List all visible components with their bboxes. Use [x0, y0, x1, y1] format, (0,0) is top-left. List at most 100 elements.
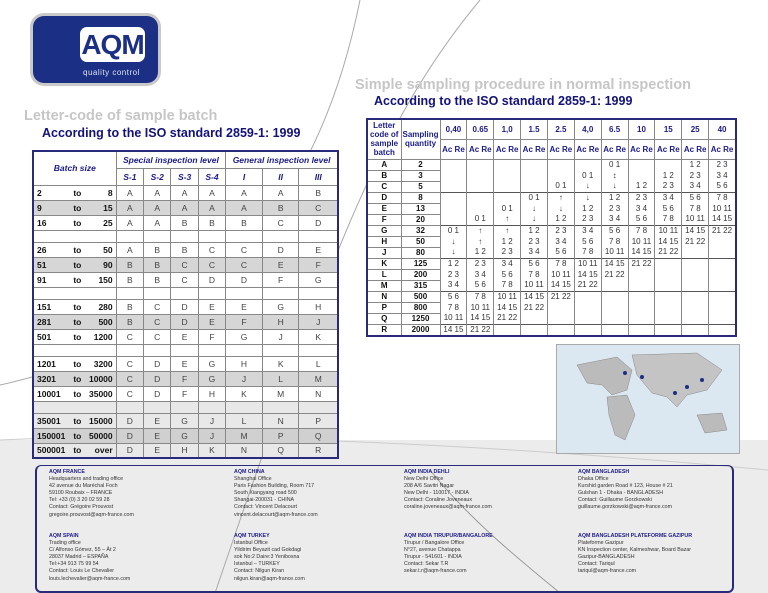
office-line: Paris Fashion Building, Room 717: [234, 483, 315, 490]
right-heading-gray: Simple sampling procedure in normal insp…: [355, 77, 691, 93]
ac-re-cell: 21 22: [520, 302, 548, 313]
office-line: 28037 Madrid – ESPAÑA: [49, 554, 109, 561]
letter-code-cell: M: [225, 427, 263, 444]
aql-header: 15: [654, 118, 683, 140]
office-line: Contact: Sekar T.R: [404, 561, 449, 568]
letter-code-cell: B: [143, 271, 172, 288]
ac-re-cell: [439, 191, 468, 203]
office-line: Tel: +33 (0) 3 20 02 59 28: [49, 497, 110, 504]
batch-size-cell: 280: [82, 298, 117, 315]
sampling-quantity-cell: 13: [400, 203, 441, 215]
ac-re-cell: 3 4: [708, 170, 737, 181]
ac-re-cell: 0 1: [493, 203, 522, 214]
batch-size-cell: 3201: [32, 370, 70, 387]
office-line: Kurshid garden Road # 123, House # 21: [578, 483, 673, 490]
level-header: S-4: [197, 167, 227, 186]
batch-size-cell: to: [69, 199, 83, 216]
batch-size-cell: to: [69, 427, 83, 444]
ac-re-cell: 7 8: [546, 257, 575, 269]
ac-re-cell: [439, 181, 468, 192]
ac-re-cell: [466, 181, 495, 192]
office-line: Shanghai Office: [234, 476, 272, 483]
ac-re-cell: [654, 323, 683, 336]
left-heading-blue: According to the ISO standard 2859-1: 19…: [42, 126, 301, 140]
letter-code-cell: C: [170, 271, 199, 288]
ac-re-cell: [600, 280, 629, 291]
ac-re-header: Ac Re: [681, 138, 710, 160]
office-line: New Delhi - 110017 - INDIA: [404, 490, 469, 497]
ac-re-cell: 1 2: [600, 191, 629, 203]
office-line: Gazipur-BANGLADESH: [578, 554, 635, 561]
ac-re-cell: 2 3: [493, 247, 522, 258]
ac-re-cell: [708, 313, 737, 324]
ac-re-header: Ac Re: [466, 138, 495, 160]
letter-code-cell: J: [225, 370, 263, 387]
office-title: AQM SPAIN: [49, 533, 79, 539]
office-email-link[interactable]: sekar.t.r@aqm-france.com: [404, 568, 467, 575]
left-heading-gray: Letter-code of sample batch: [24, 108, 218, 124]
sampling-quantity-cell: 200: [400, 269, 441, 281]
office-email-link[interactable]: vincent.delacourt@aqm-france.com: [234, 511, 318, 518]
ac-re-cell: [493, 170, 522, 181]
letter-code-cell: J: [197, 412, 227, 429]
table-row: 91 to 150 B B C D D F G: [32, 271, 339, 288]
sampling-table: Letter code of sample batch Sampling qua…: [366, 118, 737, 337]
ac-re-cell: 0 1: [573, 170, 602, 181]
batch-size-header: Batch size: [32, 150, 117, 186]
ac-re-cell: 10 11: [520, 280, 548, 291]
spacer-cell: [197, 400, 227, 414]
office-email-link[interactable]: tariqul@aqm-france.com: [578, 568, 637, 575]
ac-re-cell: 14 15: [466, 313, 495, 324]
spacer-cell: [170, 343, 199, 357]
letter-code-cell: M: [261, 385, 300, 402]
letter-code-cell: B: [298, 184, 339, 201]
spacer-cell: [298, 229, 339, 243]
table-row: 51 to 90 B B C C C E F: [32, 256, 339, 273]
letter-code-cell: D: [143, 385, 172, 402]
office-email-link[interactable]: guillaume.gorzkowski@aqm-france.com: [578, 504, 672, 511]
letter-code-cell: C: [225, 256, 263, 273]
office-title: AQM BANGLADESH: [578, 469, 630, 475]
ac-re-cell: 10 11: [493, 290, 522, 302]
ac-re-cell: [654, 269, 683, 280]
sampling-quantity-cell: 80: [400, 247, 441, 259]
ac-re-header: Ac Re: [708, 138, 737, 160]
ac-re-header: Ac Re: [493, 138, 522, 160]
batch-size-cell: 10001: [32, 385, 70, 402]
spacer-cell: [143, 400, 172, 414]
office-line: sok No:2 Daire:3 Yenibosna: [234, 554, 300, 561]
office-email-link[interactable]: nilgun.kiran@aqm-france.com: [234, 575, 305, 582]
ac-re-header: Ac Re: [600, 138, 629, 160]
office-title: AQM INDIA DEHLI: [404, 469, 450, 475]
aql-header: 1.5: [520, 118, 548, 140]
letter-code-cell: R: [366, 323, 402, 336]
ac-re-cell: ↓: [546, 203, 575, 214]
ac-re-cell: 14 15: [681, 224, 710, 236]
office-email-link[interactable]: gregoire.prouvost@aqm-france.com: [49, 511, 134, 518]
ac-re-cell: 5 6: [708, 181, 737, 192]
office-email-link[interactable]: coraline.joveneaux@aqm-france.com: [404, 504, 492, 511]
ac-re-cell: [520, 323, 548, 336]
office-email-link[interactable]: louis.lechevalier@aqm-france.com: [49, 575, 131, 582]
ac-re-cell: 0 1: [600, 159, 629, 170]
letter-code-cell: B: [170, 241, 199, 258]
ac-re-cell: [708, 280, 737, 291]
letter-code-cell: H: [197, 385, 227, 402]
ac-re-cell: 1 2: [546, 214, 575, 225]
letter-code-cell: N: [261, 412, 300, 429]
letter-code-cell: F: [298, 256, 339, 273]
ac-re-cell: [681, 257, 710, 269]
ac-re-cell: 5 6: [520, 257, 548, 269]
ac-re-cell: [654, 280, 683, 291]
ac-re-cell: 21 22: [546, 290, 575, 302]
ac-re-cell: [708, 236, 737, 247]
spacer-cell: [298, 400, 339, 414]
letter-code-cell: E: [143, 412, 172, 429]
ac-re-header: Ac Re: [654, 138, 683, 160]
letter-code-cell: D: [366, 191, 402, 204]
letter-code-cell: C: [115, 355, 145, 372]
ac-re-cell: [546, 313, 575, 324]
